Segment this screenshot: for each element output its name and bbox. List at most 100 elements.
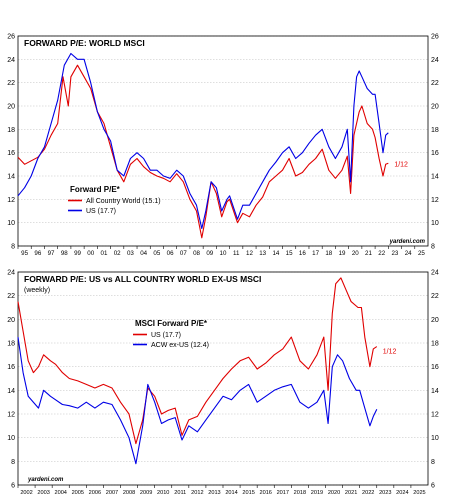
- x-tick-label: 23: [391, 250, 398, 257]
- x-tick-label: 2023: [379, 490, 391, 496]
- x-tick-label: 09: [206, 250, 213, 257]
- y-tick-label-left: 14: [7, 174, 15, 181]
- y-tick-label-right: 16: [431, 364, 439, 371]
- x-tick-label: 01: [101, 250, 108, 257]
- y-tick-label-right: 18: [431, 127, 439, 134]
- chart-panel-1: 8 8 10 10 12 12 14 14 16 16 18 18 20 20 22 22 24 24 26 26 95…: [7, 34, 439, 258]
- legend-label: US (17.7): [151, 332, 181, 339]
- x-tick-label: 2011: [174, 490, 186, 496]
- x-tick-label: 2007: [106, 490, 118, 496]
- x-tick-label: 2013: [208, 490, 220, 496]
- y-tick-label-left: 20: [7, 317, 15, 324]
- y-tick-label-left: 18: [7, 341, 15, 348]
- y-tick-label-left: 24: [7, 57, 15, 64]
- plot-frame: [17, 35, 429, 247]
- y-tick-label-right: 12: [431, 412, 439, 419]
- y-tick-label-right: 22: [431, 293, 439, 300]
- series-line-blue: [17, 337, 378, 465]
- x-tick-label: 2002: [20, 490, 32, 496]
- x-tick-label: 00: [87, 250, 94, 257]
- legend-title: Forward P/E*: [70, 185, 121, 194]
- y-tick-label-left: 16: [7, 364, 15, 371]
- x-tick-label: 17: [312, 250, 319, 257]
- x-tick-label: 2014: [225, 490, 237, 496]
- x-tick-label: 18: [325, 250, 332, 257]
- y-tick-label-right: 14: [431, 388, 439, 395]
- x-tick-label: 21: [365, 250, 372, 257]
- x-tick-label: 16: [299, 250, 306, 257]
- y-tick-label-left: 10: [7, 220, 15, 227]
- x-tick-label: 02: [114, 250, 121, 257]
- y-tick-label-left: 12: [7, 197, 15, 204]
- x-tick-label: 2017: [277, 490, 289, 496]
- x-tick-label: 98: [61, 250, 68, 257]
- x-tick-label: 2018: [294, 490, 306, 496]
- x-tick-label: 10: [220, 250, 227, 257]
- x-tick-label: 2015: [242, 490, 254, 496]
- x-tick-label: 97: [48, 250, 55, 257]
- y-tick-label-left: 18: [7, 127, 15, 134]
- legend: Forward P/E* All Country World (15.1) US (…: [68, 185, 161, 215]
- series-line-red: [17, 64, 389, 239]
- x-tick-label: 15: [286, 250, 293, 257]
- y-tick-label-left: 8: [11, 244, 15, 251]
- x-tick-label: 2012: [191, 490, 203, 496]
- x-tick-label: 20: [352, 250, 359, 257]
- x-tick-label: 07: [180, 250, 187, 257]
- y-tick-label-right: 8: [431, 244, 435, 251]
- y-tick-label-right: 22: [431, 80, 439, 87]
- x-tick-label: 04: [140, 250, 147, 257]
- x-tick-label: 2005: [72, 490, 84, 496]
- x-tick-label: 24: [405, 250, 412, 257]
- x-tick-label: 2010: [157, 490, 169, 496]
- x-tick-label: 2022: [362, 490, 374, 496]
- source-label: yardeni.com: [27, 477, 64, 483]
- y-tick-label-right: 14: [431, 174, 439, 181]
- plot-frame: [17, 271, 429, 486]
- y-tick-label-left: 10: [7, 435, 15, 442]
- x-tick-label: 99: [74, 250, 81, 257]
- x-tick-label: 03: [127, 250, 134, 257]
- x-tick-label: 08: [193, 250, 200, 257]
- legend-label: US (17.7): [86, 208, 116, 215]
- y-tick-label-right: 10: [431, 435, 439, 442]
- series-line-blue: [17, 52, 389, 230]
- y-tick-label-right: 16: [431, 150, 439, 157]
- x-tick-label: 05: [153, 250, 160, 257]
- y-tick-label-left: 16: [7, 150, 15, 157]
- y-tick-label-right: 12: [431, 197, 439, 204]
- y-tick-label-left: 22: [7, 293, 15, 300]
- y-tick-label-right: 20: [431, 104, 439, 111]
- legend: MSCI Forward P/E* US (17.7) ACW ex-US (12.…: [133, 319, 209, 349]
- chart-subtitle: (weekly): [24, 287, 50, 294]
- y-tick-label-left: 8: [11, 459, 15, 466]
- chart-title: FORWARD P/E: US vs ALL COUNTRY WORLD EX-…: [24, 274, 261, 284]
- x-tick-label: 2009: [140, 490, 152, 496]
- x-tick-label: 2004: [54, 490, 66, 496]
- legend-title: MSCI Forward P/E*: [135, 319, 208, 328]
- x-tick-label: 19: [339, 250, 346, 257]
- series-line-red: [17, 277, 378, 445]
- y-tick-label-left: 24: [7, 270, 15, 277]
- y-tick-label-left: 26: [7, 34, 15, 41]
- y-tick-label-right: 24: [431, 57, 439, 64]
- x-tick-label: 11: [233, 250, 240, 257]
- y-tick-label-right: 24: [431, 270, 439, 277]
- y-tick-label-left: 20: [7, 104, 15, 111]
- legend-label: ACW ex-US (12.4): [151, 342, 209, 349]
- x-tick-label: 95: [21, 250, 28, 257]
- x-tick-label: 14: [272, 250, 279, 257]
- y-tick-label-left: 12: [7, 412, 15, 419]
- x-tick-label: 2019: [311, 490, 323, 496]
- x-tick-label: 2006: [89, 490, 101, 496]
- y-tick-label-right: 10: [431, 220, 439, 227]
- x-tick-label: 2021: [345, 490, 357, 496]
- x-tick-label: 2020: [328, 490, 340, 496]
- end-date-annotation: 1/12: [394, 161, 408, 168]
- y-tick-label-left: 14: [7, 388, 15, 395]
- x-tick-label: 2008: [123, 490, 135, 496]
- y-tick-label-right: 18: [431, 341, 439, 348]
- y-tick-label-left: 22: [7, 80, 15, 87]
